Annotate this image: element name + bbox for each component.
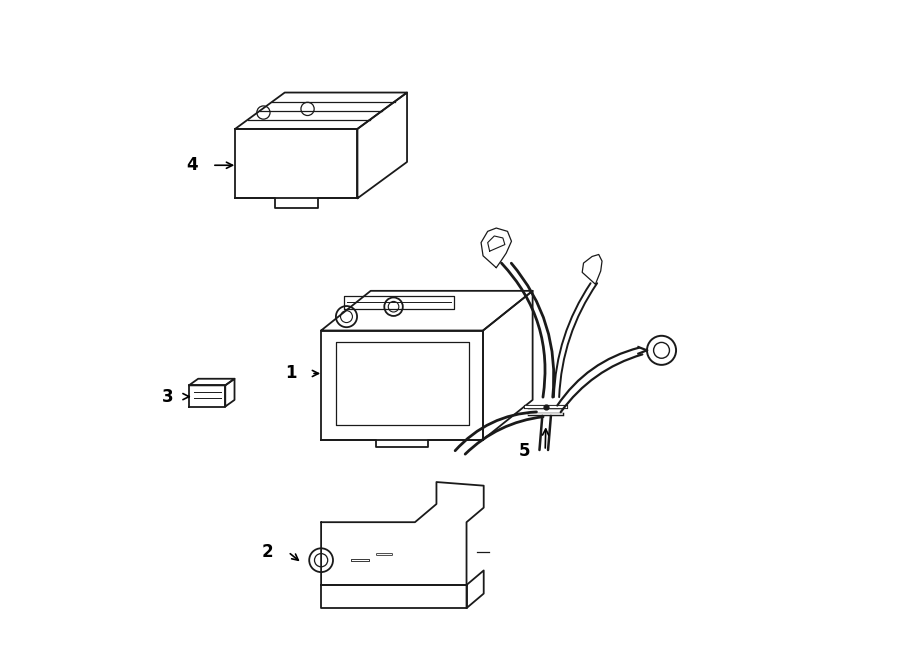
Text: 1: 1 (285, 364, 297, 383)
Text: 4: 4 (186, 156, 197, 175)
Text: 5: 5 (519, 442, 531, 460)
Text: 3: 3 (162, 387, 174, 406)
Text: 2: 2 (262, 543, 274, 561)
